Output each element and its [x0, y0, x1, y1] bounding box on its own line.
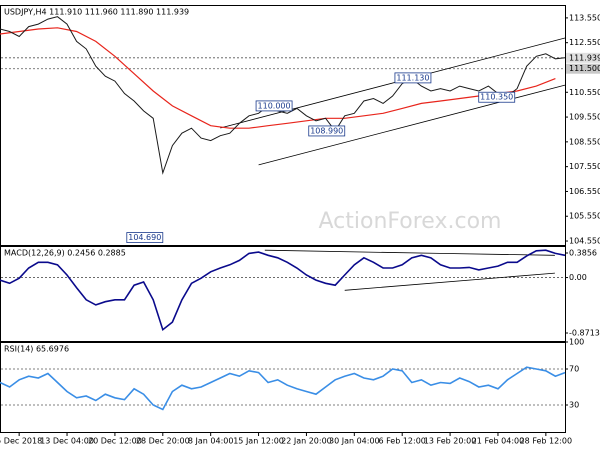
panel-frame	[0, 246, 566, 342]
level-label-box	[566, 52, 600, 63]
annotation-label: 110.350	[480, 93, 513, 102]
x-tick-label: 20 Dec 12:00	[88, 437, 142, 446]
y-tick-label: 100	[569, 338, 584, 347]
trendline	[220, 37, 566, 129]
moving-average	[0, 27, 556, 129]
panel-frame	[0, 342, 566, 433]
y-tick-label: 30	[569, 401, 579, 410]
y-tick-label: 108.550	[569, 137, 600, 146]
annotation-label: 110.000	[258, 101, 291, 110]
panel-frame	[0, 5, 566, 246]
x-tick-label: 28 Feb 12:00	[520, 437, 572, 446]
trendline	[264, 249, 555, 256]
trendline	[344, 272, 555, 291]
x-tick-label: 5 Dec 2018	[0, 437, 42, 446]
annotation-label: 108.990	[310, 126, 343, 135]
level-label-box	[566, 63, 600, 74]
x-tick-label: 30 Jan 04:00	[329, 437, 380, 446]
series-line	[0, 16, 566, 175]
x-tick-label: 22 Jan 20:00	[281, 437, 332, 446]
x-tick-label: 28 Dec 20:00	[136, 437, 190, 446]
y-tick-label: 110.550	[569, 88, 600, 97]
panel-title: USDJPY,H4 111.910 111.960 111.890 111.93…	[4, 8, 189, 17]
level-label: 111.939	[569, 53, 600, 62]
y-tick-label: 70	[569, 365, 579, 374]
y-tick-label: 0.00	[569, 273, 587, 282]
y-tick-label: 112.550	[569, 38, 600, 47]
y-tick-label: 0.3856	[569, 249, 597, 258]
y-tick-label: 113.550	[569, 13, 600, 22]
watermark: ActionForex.com	[319, 209, 502, 234]
x-tick-label: 8 Jan 04:00	[188, 437, 234, 446]
trendline	[258, 84, 566, 166]
y-tick-label: 105.550	[569, 212, 600, 221]
x-tick-label: 15 Jan 12:00	[233, 437, 284, 446]
annotation-box	[255, 100, 293, 112]
x-tick-label: 21 Feb 04:00	[472, 437, 524, 446]
y-tick-label: -0.8713	[569, 328, 600, 337]
annotation-label: 104.690	[128, 233, 161, 242]
y-tick-label: 106.550	[569, 187, 600, 196]
panel-title: MACD(12,26,9) 0.2456 0.2885	[4, 249, 126, 258]
series-line	[0, 366, 566, 411]
annotation-box	[308, 125, 346, 137]
series-line	[0, 249, 566, 332]
annotation-label: 111.130	[396, 73, 429, 82]
y-tick-label: 104.550	[569, 237, 600, 246]
annotation-box	[126, 232, 164, 243]
panel-title: RSI(14) 65.6976	[4, 345, 69, 354]
annotation-box	[478, 91, 516, 103]
x-tick-label: 13 Feb 20:00	[424, 437, 476, 446]
level-label: 111.500	[569, 64, 600, 73]
y-tick-label: 107.550	[569, 162, 600, 171]
y-tick-label: 109.550	[569, 113, 600, 122]
annotation-box	[394, 72, 432, 84]
x-tick-label: 6 Feb 12:00	[379, 437, 426, 446]
x-tick-label: 13 Dec 04:00	[40, 437, 94, 446]
